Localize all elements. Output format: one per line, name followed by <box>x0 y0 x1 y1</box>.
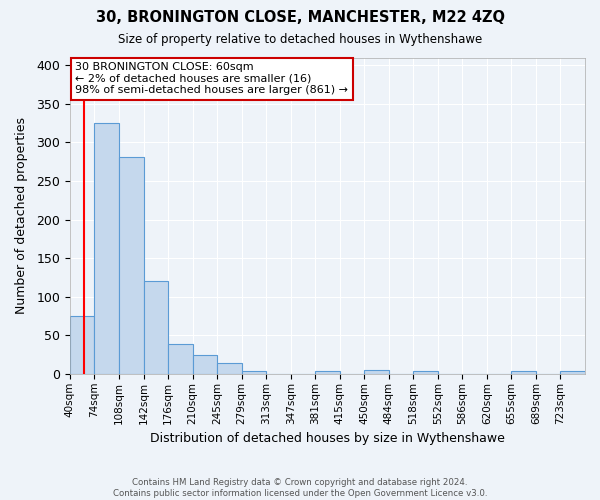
Bar <box>217 363 242 374</box>
Bar <box>94 123 119 374</box>
Text: Size of property relative to detached houses in Wythenshawe: Size of property relative to detached ho… <box>118 32 482 46</box>
Text: 30, BRONINGTON CLOSE, MANCHESTER, M22 4ZQ: 30, BRONINGTON CLOSE, MANCHESTER, M22 4Z… <box>95 10 505 25</box>
Y-axis label: Number of detached properties: Number of detached properties <box>15 117 28 314</box>
Bar <box>242 371 266 374</box>
Bar <box>119 157 143 374</box>
Text: Contains HM Land Registry data © Crown copyright and database right 2024.
Contai: Contains HM Land Registry data © Crown c… <box>113 478 487 498</box>
Bar <box>511 371 536 374</box>
Bar <box>315 371 340 374</box>
Bar <box>168 344 193 374</box>
Bar <box>364 370 389 374</box>
Bar <box>560 371 585 374</box>
Bar <box>193 354 217 374</box>
X-axis label: Distribution of detached houses by size in Wythenshawe: Distribution of detached houses by size … <box>150 432 505 445</box>
Bar <box>70 316 94 374</box>
Text: 30 BRONINGTON CLOSE: 60sqm
← 2% of detached houses are smaller (16)
98% of semi-: 30 BRONINGTON CLOSE: 60sqm ← 2% of detac… <box>75 62 348 96</box>
Bar <box>143 280 168 374</box>
Bar <box>413 371 438 374</box>
